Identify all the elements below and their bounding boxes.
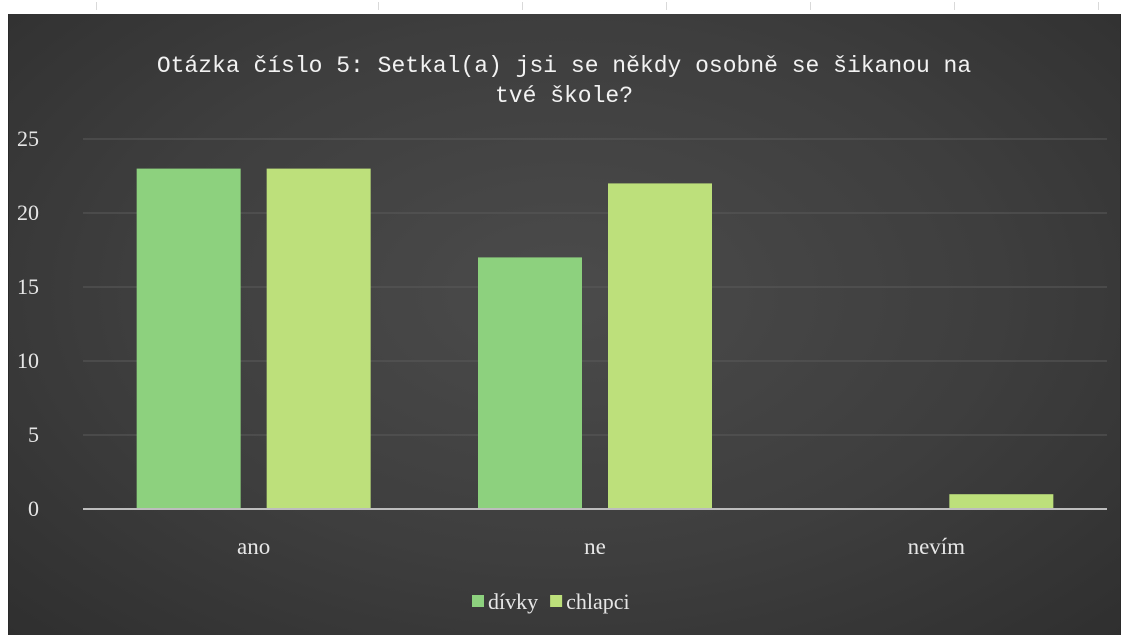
ruler-tick <box>1098 2 1099 10</box>
chart-title-line-1: Otázka číslo 5: Setkal(a) jsi se někdy o… <box>157 53 972 79</box>
bar-chart: Otázka číslo 5: Setkal(a) jsi se někdy o… <box>17 53 1107 614</box>
gridlines <box>83 138 1107 436</box>
ruler-tick <box>810 2 811 10</box>
bar-nevím-chlapci[interactable] <box>949 494 1054 509</box>
ruler-tick <box>378 2 379 10</box>
x-category-label: ne <box>584 534 606 559</box>
chart-frame[interactable]: Otázka číslo 5: Setkal(a) jsi se někdy o… <box>8 14 1121 635</box>
chart-title-line-2: tvé škole? <box>495 83 633 109</box>
bar-ne-dívky[interactable] <box>478 257 582 509</box>
ruler-tick <box>666 2 667 10</box>
ruler-tick <box>522 2 523 10</box>
y-tick-label: 20 <box>17 200 39 225</box>
y-axis-tick-labels: 0 5 10 15 20 25 <box>17 126 39 521</box>
legend-swatch <box>472 595 484 607</box>
y-tick-label: 25 <box>17 126 39 151</box>
legend-label: chlapci <box>566 589 630 614</box>
legend-label: dívky <box>488 589 538 614</box>
ruler-tick <box>954 2 955 10</box>
ruler-tick <box>96 2 97 10</box>
bars <box>136 168 1054 509</box>
bar-ne-chlapci[interactable] <box>608 183 712 509</box>
x-axis-category-labels: ano ne nevím <box>237 534 965 559</box>
legend-swatch <box>550 595 563 607</box>
document-top-strip <box>0 0 1127 14</box>
y-tick-label: 10 <box>17 348 39 373</box>
legend: dívky chlapci <box>472 589 630 614</box>
bar-ano-dívky[interactable] <box>136 168 241 509</box>
y-tick-label: 15 <box>17 274 39 299</box>
y-tick-label: 0 <box>28 496 39 521</box>
x-category-label: ano <box>237 534 270 559</box>
bar-ano-chlapci[interactable] <box>266 168 371 509</box>
x-category-label: nevím <box>908 534 966 559</box>
y-tick-label: 5 <box>28 422 39 447</box>
